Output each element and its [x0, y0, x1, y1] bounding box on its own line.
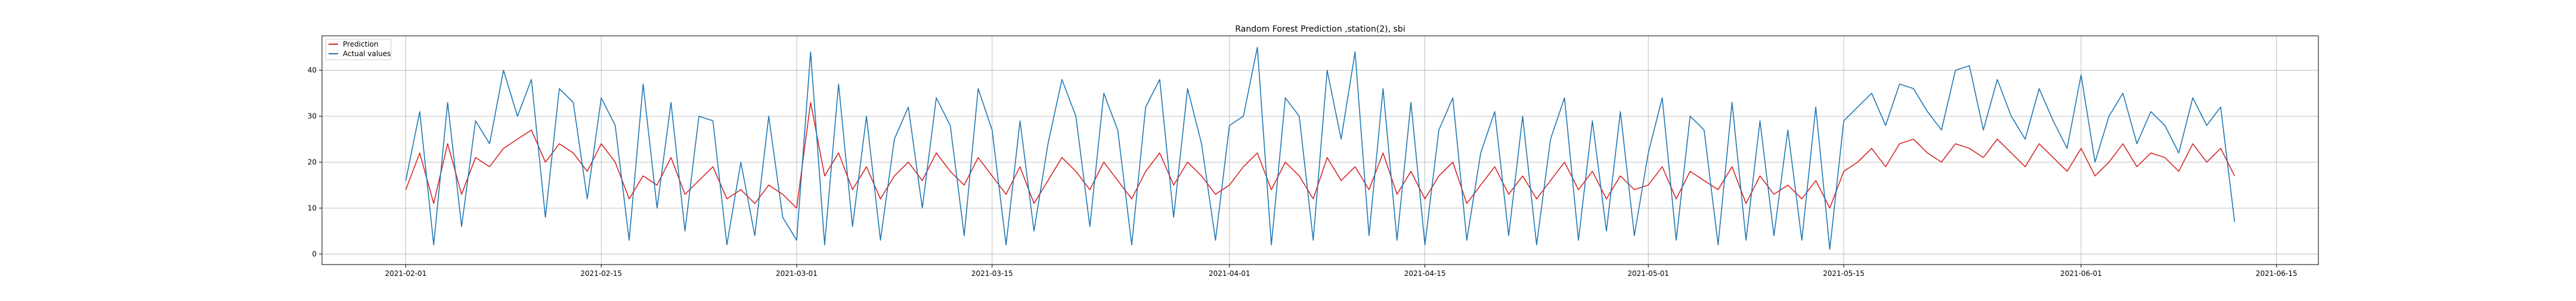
- y-tick-label: 30: [308, 112, 317, 121]
- series-line-actual: [405, 47, 2236, 250]
- y-tick-label: 0: [312, 250, 317, 258]
- legend: Prediction Actual values: [325, 39, 392, 60]
- chart-title: Random Forest Prediction ,station(2), sb…: [1235, 24, 1405, 34]
- x-tick-label: 2021-06-15: [2256, 269, 2298, 278]
- grid-lines: [322, 36, 2318, 265]
- y-axis: 0 10 20 30 40: [308, 66, 322, 258]
- x-axis: 2021-02-01 2021-02-15 2021-03-01 2021-03-15…: [385, 265, 2298, 278]
- y-tick-label: 40: [308, 66, 317, 75]
- x-tick-label: 2021-04-15: [1404, 269, 1446, 278]
- x-tick-label: 2021-04-01: [1209, 269, 1250, 278]
- series-line-prediction: [405, 102, 2236, 209]
- legend-label-prediction: Prediction: [343, 40, 379, 48]
- x-tick-label: 2021-06-01: [2060, 269, 2102, 278]
- y-tick-label: 10: [308, 204, 317, 212]
- x-tick-label: 2021-02-15: [580, 269, 622, 278]
- x-tick-label: 2021-03-01: [776, 269, 818, 278]
- legend-label-actual: Actual values: [343, 50, 391, 58]
- y-tick-label: 20: [308, 158, 317, 166]
- plot-frame: [321, 35, 2319, 265]
- x-tick-label: 2021-05-01: [1627, 269, 1669, 278]
- x-tick-label: 2021-02-01: [385, 269, 427, 278]
- series-layer: [405, 47, 2236, 250]
- legend-box: [325, 39, 392, 60]
- x-tick-label: 2021-03-15: [971, 269, 1013, 278]
- x-tick-label: 2021-05-15: [1823, 269, 1865, 278]
